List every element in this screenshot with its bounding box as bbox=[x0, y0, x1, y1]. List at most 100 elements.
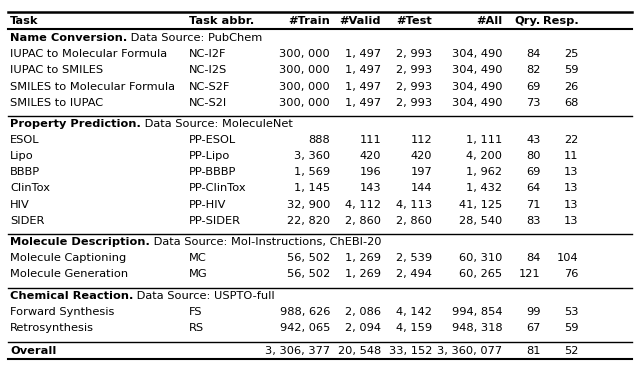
Text: #Test: #Test bbox=[396, 16, 432, 27]
Text: 43: 43 bbox=[526, 135, 540, 145]
Text: 81: 81 bbox=[526, 346, 540, 356]
Text: BBBP: BBBP bbox=[10, 168, 40, 177]
Text: 64: 64 bbox=[526, 184, 540, 193]
Text: 942, 065: 942, 065 bbox=[280, 323, 330, 333]
Text: Name Conversion.: Name Conversion. bbox=[10, 33, 127, 43]
Text: 60, 310: 60, 310 bbox=[459, 253, 502, 263]
Text: NC-I2F: NC-I2F bbox=[189, 49, 226, 59]
Text: 300, 000: 300, 000 bbox=[280, 65, 330, 76]
Text: 69: 69 bbox=[526, 168, 540, 177]
Text: SMILES to IUPAC: SMILES to IUPAC bbox=[10, 98, 104, 108]
Text: 197: 197 bbox=[410, 168, 432, 177]
Text: PP-HIV: PP-HIV bbox=[189, 200, 226, 209]
Text: 1, 497: 1, 497 bbox=[345, 98, 381, 108]
Text: 988, 626: 988, 626 bbox=[280, 307, 330, 317]
Text: 11: 11 bbox=[564, 151, 579, 162]
Text: 1, 432: 1, 432 bbox=[467, 184, 502, 193]
Text: Property Prediction.: Property Prediction. bbox=[10, 119, 141, 129]
Text: 948, 318: 948, 318 bbox=[452, 323, 502, 333]
Text: PP-ClinTox: PP-ClinTox bbox=[189, 184, 246, 193]
Text: 1, 497: 1, 497 bbox=[345, 65, 381, 76]
Text: Molecule Captioning: Molecule Captioning bbox=[10, 253, 127, 263]
Text: MG: MG bbox=[189, 269, 207, 279]
Text: 20, 548: 20, 548 bbox=[338, 346, 381, 356]
Text: 300, 000: 300, 000 bbox=[280, 98, 330, 108]
Text: 304, 490: 304, 490 bbox=[452, 82, 502, 92]
Text: 59: 59 bbox=[564, 65, 579, 76]
Text: PP-SIDER: PP-SIDER bbox=[189, 215, 241, 226]
Text: 994, 854: 994, 854 bbox=[452, 307, 502, 317]
Text: Chemical Reaction.: Chemical Reaction. bbox=[10, 291, 134, 301]
Text: 60, 265: 60, 265 bbox=[459, 269, 502, 279]
Text: NC-S2I: NC-S2I bbox=[189, 98, 227, 108]
Text: 2, 494: 2, 494 bbox=[396, 269, 432, 279]
Text: NC-I2S: NC-I2S bbox=[189, 65, 227, 76]
Text: 56, 502: 56, 502 bbox=[287, 269, 330, 279]
Text: 144: 144 bbox=[411, 184, 432, 193]
Text: 28, 540: 28, 540 bbox=[459, 215, 502, 226]
Text: 1, 269: 1, 269 bbox=[345, 269, 381, 279]
Text: IUPAC to SMILES: IUPAC to SMILES bbox=[10, 65, 104, 76]
Text: Retrosynthesis: Retrosynthesis bbox=[10, 323, 94, 333]
Text: 888: 888 bbox=[308, 135, 330, 145]
Text: 3, 360, 077: 3, 360, 077 bbox=[437, 346, 502, 356]
Text: 4, 113: 4, 113 bbox=[396, 200, 432, 209]
Text: 104: 104 bbox=[557, 253, 579, 263]
Text: 2, 539: 2, 539 bbox=[396, 253, 432, 263]
Text: 33, 152: 33, 152 bbox=[388, 346, 432, 356]
Text: 1, 145: 1, 145 bbox=[294, 184, 330, 193]
Text: 304, 490: 304, 490 bbox=[452, 98, 502, 108]
Text: SIDER: SIDER bbox=[10, 215, 45, 226]
Text: 4, 159: 4, 159 bbox=[396, 323, 432, 333]
Text: 76: 76 bbox=[564, 269, 579, 279]
Text: 67: 67 bbox=[526, 323, 540, 333]
Text: ESOL: ESOL bbox=[10, 135, 40, 145]
Text: 1, 269: 1, 269 bbox=[345, 253, 381, 263]
Text: 99: 99 bbox=[526, 307, 540, 317]
Text: Task: Task bbox=[10, 16, 39, 27]
Text: NC-S2F: NC-S2F bbox=[189, 82, 230, 92]
Text: 52: 52 bbox=[564, 346, 579, 356]
Text: 2, 993: 2, 993 bbox=[396, 82, 432, 92]
Text: #Valid: #Valid bbox=[340, 16, 381, 27]
Text: 59: 59 bbox=[564, 323, 579, 333]
Text: 420: 420 bbox=[411, 151, 432, 162]
Text: 2, 094: 2, 094 bbox=[345, 323, 381, 333]
Text: 41, 125: 41, 125 bbox=[459, 200, 502, 209]
Text: RS: RS bbox=[189, 323, 204, 333]
Text: 82: 82 bbox=[526, 65, 540, 76]
Text: Forward Synthesis: Forward Synthesis bbox=[10, 307, 115, 317]
Text: 304, 490: 304, 490 bbox=[452, 65, 502, 76]
Text: 4, 112: 4, 112 bbox=[345, 200, 381, 209]
Text: 2, 993: 2, 993 bbox=[396, 49, 432, 59]
Text: 53: 53 bbox=[564, 307, 579, 317]
Text: 1, 569: 1, 569 bbox=[294, 168, 330, 177]
Text: 22: 22 bbox=[564, 135, 579, 145]
Text: PP-Lipo: PP-Lipo bbox=[189, 151, 230, 162]
Text: 2, 086: 2, 086 bbox=[345, 307, 381, 317]
Text: 25: 25 bbox=[564, 49, 579, 59]
Text: 4, 142: 4, 142 bbox=[396, 307, 432, 317]
Text: Data Source: Mol-Instructions, ChEBI-20: Data Source: Mol-Instructions, ChEBI-20 bbox=[150, 237, 381, 247]
Text: Data Source: MoleculeNet: Data Source: MoleculeNet bbox=[141, 119, 292, 129]
Text: Lipo: Lipo bbox=[10, 151, 34, 162]
Text: 1, 111: 1, 111 bbox=[466, 135, 502, 145]
Text: 13: 13 bbox=[564, 168, 579, 177]
Text: #All: #All bbox=[476, 16, 502, 27]
Text: ClinTox: ClinTox bbox=[10, 184, 51, 193]
Text: HIV: HIV bbox=[10, 200, 30, 209]
Text: 13: 13 bbox=[564, 200, 579, 209]
Text: 1, 962: 1, 962 bbox=[467, 168, 502, 177]
Text: 13: 13 bbox=[564, 184, 579, 193]
Text: MC: MC bbox=[189, 253, 207, 263]
Text: 420: 420 bbox=[360, 151, 381, 162]
Text: 13: 13 bbox=[564, 215, 579, 226]
Text: 2, 993: 2, 993 bbox=[396, 98, 432, 108]
Text: 2, 860: 2, 860 bbox=[345, 215, 381, 226]
Text: 73: 73 bbox=[526, 98, 540, 108]
Text: 83: 83 bbox=[526, 215, 540, 226]
Text: Molecule Generation: Molecule Generation bbox=[10, 269, 129, 279]
Text: Data Source: PubChem: Data Source: PubChem bbox=[127, 33, 262, 43]
Text: 143: 143 bbox=[360, 184, 381, 193]
Text: Data Source: USPTO-full: Data Source: USPTO-full bbox=[133, 291, 275, 301]
